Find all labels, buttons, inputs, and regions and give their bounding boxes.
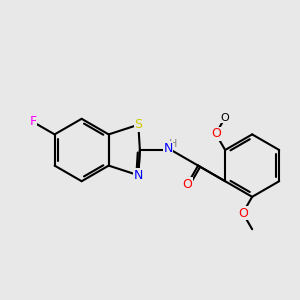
Text: O: O [211, 127, 221, 140]
Text: O: O [238, 206, 248, 220]
Text: O: O [182, 178, 192, 191]
Text: F: F [29, 116, 37, 128]
Text: H: H [168, 139, 177, 149]
Text: O: O [221, 112, 230, 123]
Text: N: N [134, 169, 143, 182]
Text: S: S [134, 118, 142, 131]
Text: N: N [164, 142, 173, 155]
